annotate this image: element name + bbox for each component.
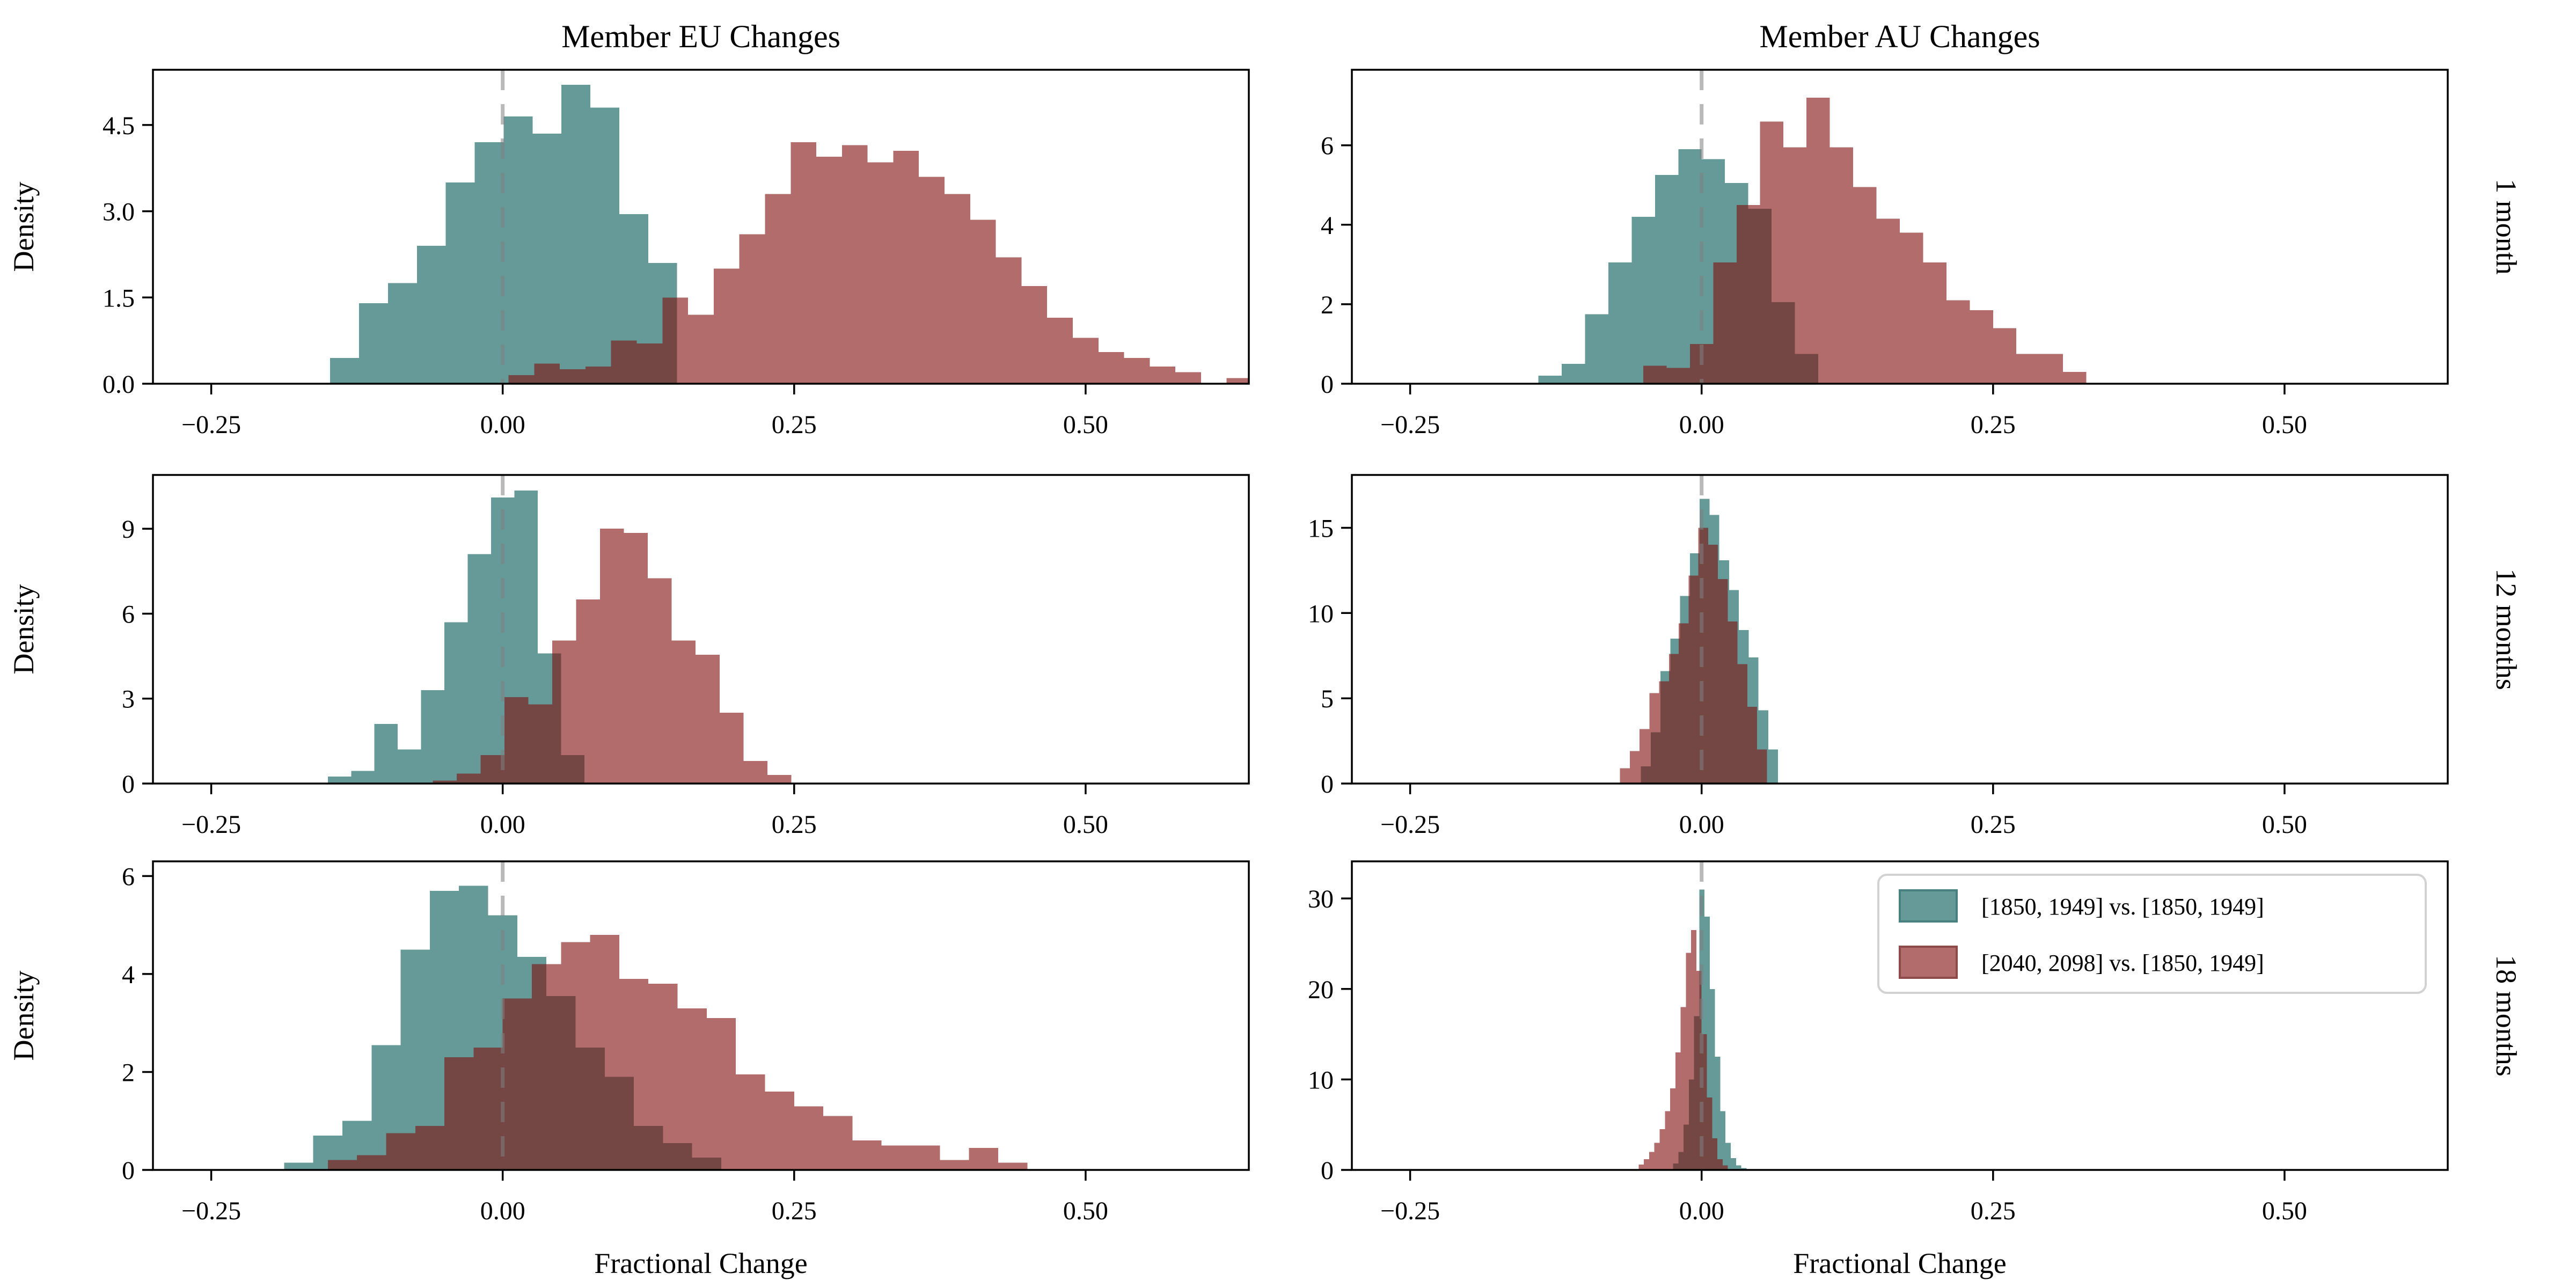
y-tick-label: 2: [1321, 291, 1334, 319]
y-tick-label: 3.0: [103, 198, 135, 226]
x-tick-label: −0.25: [1380, 1197, 1440, 1225]
hist-overlap-au-12months: [1641, 528, 1767, 784]
hist-future-eu-1month: [508, 142, 1249, 384]
column-title: Member EU Changes: [561, 19, 840, 54]
y-tick-label: 6: [122, 601, 135, 629]
axes-frame: [1351, 69, 2449, 385]
y-tick-label: 10: [1308, 599, 1334, 628]
x-tick-label: 0.50: [2262, 411, 2307, 439]
x-tick-label: 0.25: [772, 1197, 817, 1225]
axes-frame: [152, 69, 1250, 385]
y-tick-label: 0: [1321, 1157, 1334, 1185]
x-axis-label: Fractional Change: [594, 1247, 807, 1279]
x-tick-label: 0.00: [1679, 1197, 1724, 1225]
y-tick-label: 4.5: [103, 112, 135, 140]
y-tick-label: 0: [122, 1157, 135, 1185]
x-tick-label: 0.25: [1971, 411, 2016, 439]
x-axis-label: Fractional Change: [1793, 1247, 2006, 1279]
panel-eu-12months: −0.25 0.00 0.25 0.50 0 3 6 9: [122, 474, 1250, 839]
x-tick-label: 0.00: [480, 1197, 525, 1225]
x-tick-label: 0.50: [1063, 411, 1108, 439]
x-tick-label: −0.25: [1380, 411, 1440, 439]
y-tick-label: 5: [1321, 685, 1334, 713]
y-tick-label: 2: [122, 1059, 135, 1087]
panel-au-18months: −0.25 0.00 0.25 0.50 0 10 20 30: [1308, 860, 2449, 1225]
y-tick-label: 9: [122, 515, 135, 544]
x-tick-label: 0.25: [1971, 1197, 2016, 1225]
x-tick-label: 0.00: [480, 810, 525, 839]
y-tick-label: 0: [1321, 370, 1334, 399]
y-tick-label: 30: [1308, 885, 1334, 913]
x-tick-label: −0.25: [181, 1197, 241, 1225]
panel-eu-18months: −0.25 0.00 0.25 0.50 0 2 4 6: [122, 860, 1250, 1225]
y-tick-label: 3: [122, 685, 135, 714]
legend-swatch-future-icon: [1899, 946, 1958, 979]
y-tick-label: 0.0: [103, 370, 135, 399]
panel-au-1month: −0.25 0.00 0.25 0.50 0 2 4 6: [1321, 69, 2449, 439]
legend-box: [1877, 874, 2427, 994]
hist-overlap-eu-12months: [433, 653, 584, 784]
panel-eu-1month: −0.25 0.00 0.25 0.50 0.0 1.5 3.0 4.5: [103, 69, 1250, 439]
y-tick-label: 1.5: [103, 284, 135, 312]
legend-label-baseline: [1850, 1949] vs. [1850, 1949]: [1981, 894, 2264, 920]
hist-overlap-au-1month: [1643, 204, 1818, 384]
y-tick-label: 4: [122, 961, 135, 989]
y-axis-label: Density: [8, 584, 40, 675]
x-tick-label: −0.25: [181, 810, 241, 839]
row-label: 1 month: [2490, 179, 2522, 275]
y-tick-label: 4: [1321, 211, 1334, 240]
legend-swatch-baseline-icon: [1899, 889, 1958, 923]
row-label: 12 months: [2490, 568, 2522, 690]
y-axis-label: Density: [8, 971, 40, 1061]
x-tick-label: 0.25: [1971, 810, 2016, 839]
x-tick-label: 0.00: [480, 411, 525, 439]
x-tick-label: 0.50: [2262, 1197, 2307, 1225]
x-tick-label: −0.25: [181, 411, 241, 439]
hist-baseline-eu-1month: [330, 84, 677, 384]
axes-frame: [1351, 474, 2449, 785]
row-label: 18 months: [2490, 955, 2522, 1077]
x-tick-label: 0.25: [772, 411, 817, 439]
y-tick-label: 0: [122, 770, 135, 799]
x-tick-label: 0.50: [1063, 810, 1108, 839]
y-tick-label: 20: [1308, 976, 1334, 1004]
x-tick-label: 0.00: [1679, 810, 1724, 839]
hist-overlap-eu-18months: [327, 964, 721, 1170]
y-tick-label: 10: [1308, 1066, 1334, 1094]
y-tick-label: 6: [122, 862, 135, 891]
legend: [1850, 1949] vs. [1850, 1949] [2040, 2098…: [1877, 874, 2427, 994]
x-tick-label: 0.50: [2262, 810, 2307, 839]
x-tick-label: 0.00: [1679, 411, 1724, 439]
axes-frame: [1351, 860, 2449, 1171]
y-tick-label: 15: [1308, 515, 1334, 543]
axes-frame: [152, 474, 1250, 785]
x-tick-label: 0.25: [772, 810, 817, 839]
y-tick-label: 6: [1321, 132, 1334, 160]
panel-au-12months: −0.25 0.00 0.25 0.50 0 5 10 15: [1308, 474, 2449, 839]
y-axis-label: Density: [8, 182, 40, 272]
x-tick-label: 0.50: [1063, 1197, 1108, 1225]
legend-label-future: [2040, 2098] vs. [1850, 1949]: [1981, 950, 2264, 976]
x-tick-label: −0.25: [1380, 810, 1440, 839]
column-title: Member AU Changes: [1759, 19, 2040, 54]
hist-overlap-eu-1month: [508, 297, 677, 384]
y-tick-label: 0: [1321, 770, 1334, 799]
axes-frame: [152, 860, 1250, 1171]
